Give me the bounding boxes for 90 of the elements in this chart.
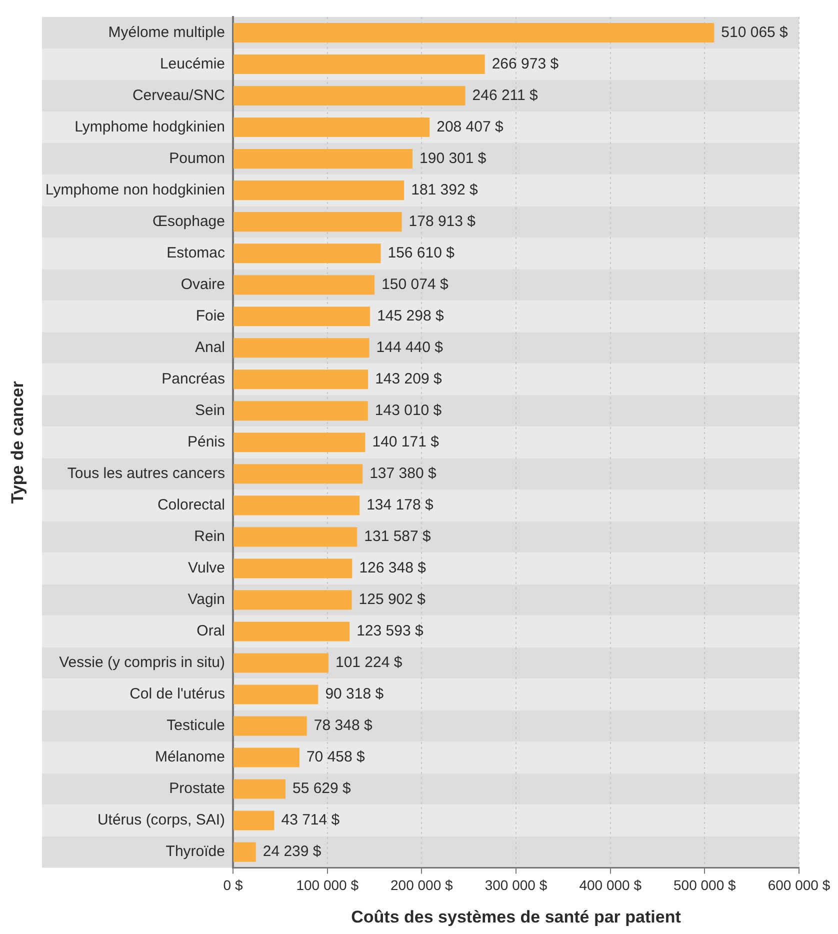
bar [234, 527, 358, 547]
data-label: 143 010 $ [374, 402, 442, 420]
y-tick-label: Lymphome non hodgkinien [45, 181, 225, 198]
bar [234, 748, 300, 768]
y-tick-label: Testicule [166, 717, 225, 734]
y-tick-label: Ovaire [180, 276, 225, 293]
data-label: 143 209 $ [375, 370, 442, 388]
bar [234, 86, 466, 106]
y-tick-label: Cerveau/SNC [132, 86, 226, 104]
data-label: 144 440 $ [376, 339, 444, 356]
y-tick-label: Tous les autres cancers [67, 465, 225, 482]
y-tick-label: Foie [196, 307, 225, 324]
bar [234, 653, 328, 673]
y-tick-label: Rein [194, 528, 225, 546]
bar [234, 370, 368, 390]
x-tick-label: 0 $ [223, 877, 243, 894]
data-label: 55 629 $ [292, 780, 352, 798]
y-tick-label: Utérus (corps, SAI) [97, 812, 226, 829]
data-label: 150 074 $ [382, 276, 449, 293]
bar [234, 590, 352, 610]
bar [234, 464, 363, 484]
y-tick-label: Lymphome hodgkinien [74, 118, 225, 136]
bar [234, 212, 402, 232]
bar [234, 118, 430, 138]
y-tick-label: Poumon [169, 150, 225, 167]
y-tick-label: Pancréas [162, 370, 225, 388]
y-tick-label: Vulve [188, 560, 225, 577]
data-label: 145 298 $ [377, 307, 444, 324]
data-label: 134 178 $ [366, 496, 434, 514]
data-label: 246 211 $ [472, 86, 539, 104]
bar [234, 401, 368, 421]
y-tick-label: Pénis [187, 434, 225, 451]
y-tick-label: Anal [194, 339, 225, 356]
data-label: 24 239 $ [262, 843, 322, 860]
y-axis-title: Type de cancer [8, 380, 27, 504]
y-tick-label: Myélome multiple [108, 24, 225, 41]
data-label: 156 610 $ [388, 244, 456, 262]
y-tick-label: Mélanome [154, 748, 225, 766]
bar [234, 684, 318, 704]
bar [234, 496, 360, 516]
bar [234, 306, 370, 326]
bar [234, 180, 404, 200]
data-label: 190 301 $ [420, 150, 487, 167]
bar [234, 810, 274, 830]
data-label: 510 065 $ [721, 24, 789, 41]
x-axis-title: Coûts des systèmes de santé par patient [351, 907, 682, 926]
data-label: 181 392 $ [411, 181, 478, 198]
y-tick-label: Leucémie [160, 55, 225, 72]
data-label: 123 593 $ [356, 622, 424, 640]
bar [234, 842, 256, 862]
data-label: 137 380 $ [370, 465, 437, 482]
y-tick-label: Vessie (y compris in situ) [59, 654, 225, 672]
data-label: 178 913 $ [408, 212, 476, 230]
data-label: 101 224 $ [335, 654, 403, 672]
x-tick-label: 500 000 $ [674, 877, 736, 894]
data-label: 208 407 $ [436, 118, 504, 136]
data-label: 140 171 $ [372, 434, 440, 451]
x-tick-label: 100 000 $ [296, 877, 359, 894]
data-label: 126 348 $ [359, 560, 427, 577]
data-label: 70 458 $ [306, 748, 366, 766]
x-tick-label: 200 000 $ [390, 877, 454, 894]
data-label: 266 973 $ [492, 55, 560, 72]
y-tick-label: Œsophage [152, 212, 225, 230]
y-tick-label: Colorectal [157, 496, 225, 514]
y-tick-label: Sein [194, 402, 225, 420]
y-tick-label: Vagin [188, 591, 225, 608]
data-label: 90 318 $ [325, 686, 384, 703]
data-label: 125 902 $ [358, 591, 426, 608]
bar [234, 275, 375, 295]
bar [234, 779, 286, 799]
y-tick-label: Oral [196, 622, 225, 640]
bar [234, 716, 307, 736]
data-label: 43 714 $ [281, 812, 340, 829]
x-tick-label: 600 000 $ [768, 877, 830, 894]
bar [234, 149, 413, 169]
bar [234, 558, 352, 578]
y-tick-label: Thyroïde [166, 843, 225, 860]
bar [234, 22, 714, 43]
x-tick-label: 400 000 $ [579, 877, 642, 894]
bar [234, 432, 366, 452]
bar [234, 338, 370, 358]
y-tick-label: Col de l'utérus [130, 686, 225, 703]
data-label: 131 587 $ [364, 528, 432, 546]
x-tick-label: 300 000 $ [484, 877, 548, 894]
bar [234, 54, 485, 74]
data-label: 78 348 $ [314, 717, 373, 734]
bar [234, 622, 350, 642]
y-tick-label: Estomac [166, 244, 226, 262]
y-tick-label: Prostate [169, 780, 225, 798]
bar [234, 244, 381, 264]
